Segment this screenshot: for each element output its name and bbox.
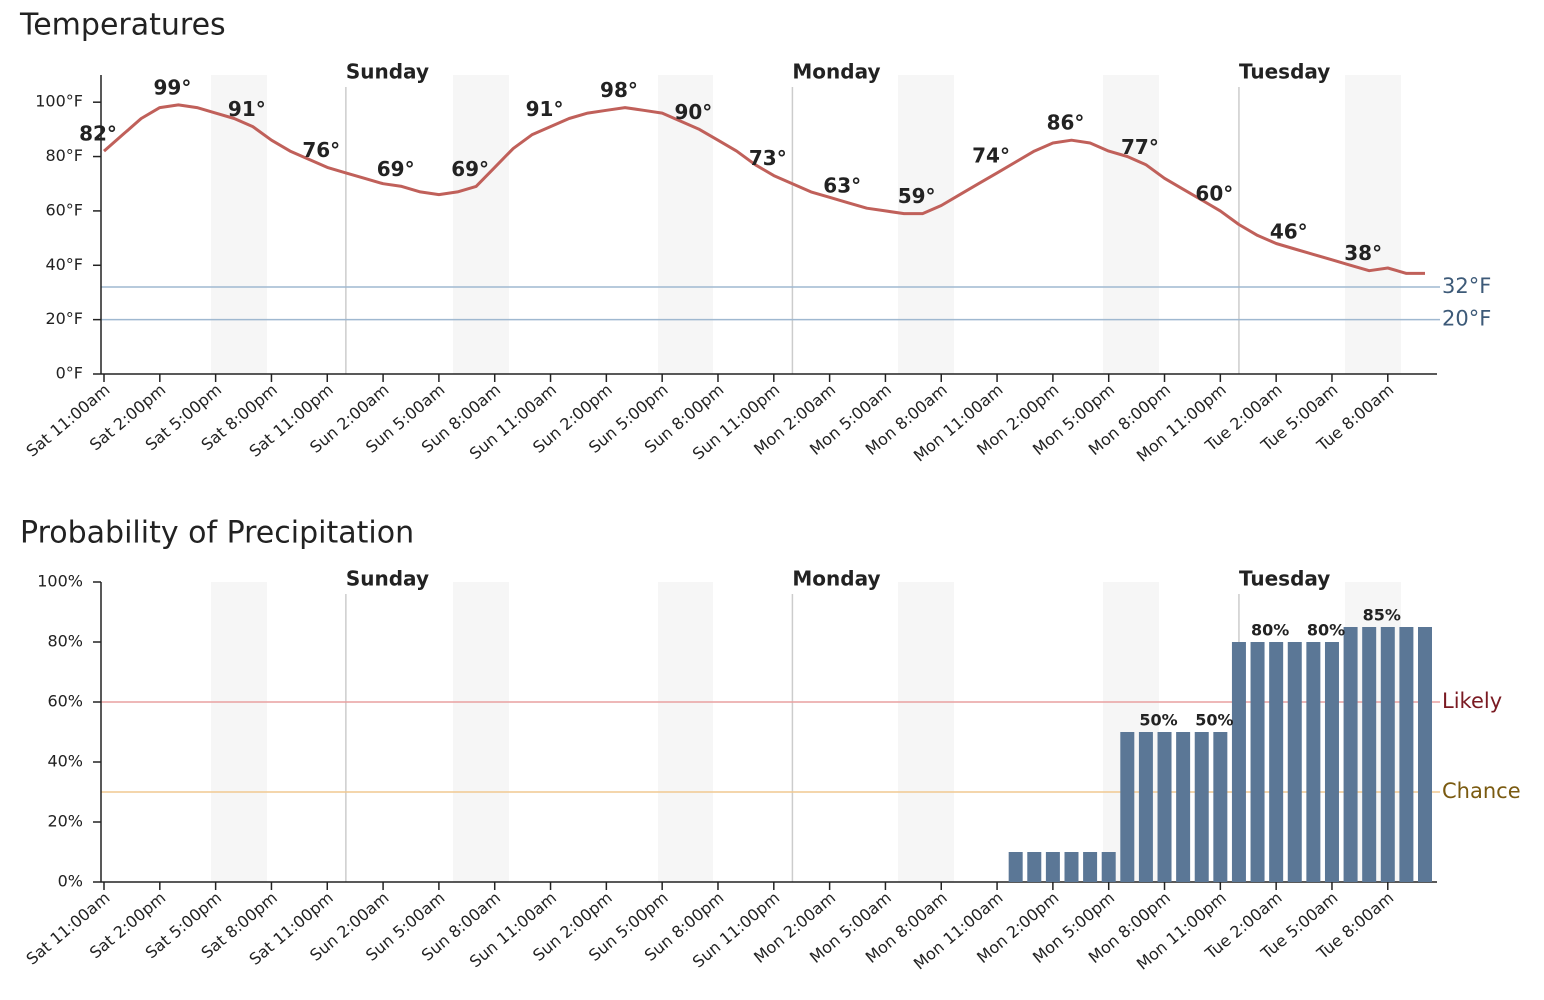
bar: [1027, 852, 1042, 882]
night-band: [658, 582, 713, 882]
value-label: 99°: [154, 75, 192, 99]
night-band: [1345, 75, 1401, 374]
value-label: 82°: [79, 122, 117, 146]
bar: [1343, 627, 1358, 882]
value-label: 91°: [526, 97, 564, 121]
value-label: 80%: [1307, 621, 1345, 640]
day-label: Tuesday: [1239, 567, 1330, 591]
y-tick-label: 100%: [37, 572, 83, 591]
bar: [1213, 732, 1228, 882]
bar: [1045, 852, 1060, 882]
value-label: 98°: [600, 78, 638, 102]
y-tick-label: 0°F: [56, 364, 83, 383]
y-tick-label: 80%: [47, 632, 83, 651]
y-tick-label: 40°F: [45, 255, 83, 274]
day-label: Sunday: [346, 60, 429, 84]
bar: [1250, 642, 1265, 882]
night-band: [898, 75, 954, 374]
value-label: 50%: [1195, 711, 1233, 730]
bar: [1418, 627, 1432, 882]
value-label: 90°: [674, 100, 712, 124]
bar: [1157, 732, 1172, 882]
reference-label: Chance: [1442, 779, 1521, 803]
value-label: 86°: [1047, 111, 1085, 135]
value-label: 69°: [377, 157, 415, 181]
bar: [1306, 642, 1321, 882]
bar: [1231, 642, 1246, 882]
temperature-line: [103, 103, 1425, 275]
reference-label: 32°F: [1442, 274, 1491, 298]
value-label: 60°: [1195, 181, 1233, 205]
value-label: 50%: [1139, 711, 1177, 730]
night-band: [211, 75, 267, 374]
bar: [1287, 642, 1302, 882]
day-label: Tuesday: [1239, 60, 1330, 84]
bar: [1101, 852, 1116, 882]
value-label: 91°: [228, 97, 266, 121]
y-tick-label: 60%: [47, 692, 83, 711]
y-tick-label: 100°F: [35, 92, 83, 111]
value-label: 73°: [749, 146, 787, 170]
chart-title: Temperatures: [19, 8, 226, 43]
y-tick-label: 40%: [47, 752, 83, 771]
y-tick-label: 0%: [58, 872, 83, 891]
y-tick-label: 80°F: [45, 146, 83, 165]
bar: [1380, 627, 1395, 882]
bar: [1324, 642, 1339, 882]
value-label: 38°: [1344, 241, 1382, 265]
value-label: 85%: [1363, 606, 1401, 625]
value-label: 63°: [823, 173, 861, 197]
value-label: 80%: [1251, 621, 1289, 640]
night-band: [1103, 75, 1159, 374]
reference-label: Likely: [1442, 689, 1502, 713]
value-label: 74°: [972, 143, 1010, 167]
night-band: [898, 582, 954, 882]
chart-title: Probability of Precipitation: [20, 516, 414, 551]
bar: [1138, 732, 1153, 882]
bar: [1269, 642, 1284, 882]
bar: [1399, 627, 1414, 882]
bar: [1176, 732, 1191, 882]
reference-label: 20°F: [1442, 307, 1491, 331]
bar: [1008, 852, 1023, 882]
day-label: Monday: [792, 567, 880, 591]
value-label: 76°: [302, 138, 340, 162]
bar: [1064, 852, 1079, 882]
value-label: 59°: [898, 184, 936, 208]
bar: [1194, 732, 1209, 882]
night-band: [453, 75, 509, 374]
y-tick-label: 60°F: [45, 200, 83, 219]
value-label: 69°: [451, 157, 489, 181]
night-band: [211, 582, 267, 882]
night-band: [453, 582, 509, 882]
day-label: Monday: [792, 60, 880, 84]
value-label: 77°: [1121, 135, 1159, 159]
y-tick-label: 20%: [47, 812, 83, 831]
value-label: 46°: [1270, 219, 1308, 243]
day-label: Sunday: [346, 567, 429, 591]
bar: [1120, 732, 1135, 882]
bar: [1362, 627, 1377, 882]
bar: [1083, 852, 1098, 882]
y-tick-label: 20°F: [45, 309, 83, 328]
